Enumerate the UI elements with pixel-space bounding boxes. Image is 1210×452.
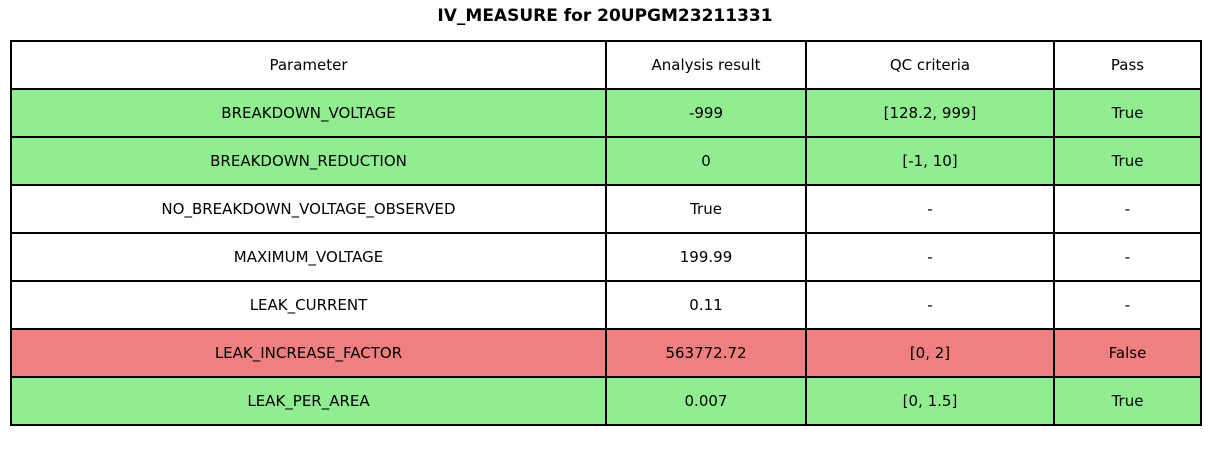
cell-parameter: MAXIMUM_VOLTAGE	[10, 232, 607, 282]
cell-qc-criteria: [-1, 10]	[805, 136, 1055, 186]
cell-qc-criteria: -	[805, 232, 1055, 282]
column-header-pass: Pass	[1053, 40, 1202, 90]
cell-analysis-result: 0.007	[605, 376, 807, 426]
table-row: LEAK_PER_AREA 0.007 [0, 1.5] True	[10, 376, 1202, 426]
cell-parameter: NO_BREAKDOWN_VOLTAGE_OBSERVED	[10, 184, 607, 234]
figure-title: IV_MEASURE for 20UPGM23211331	[437, 6, 773, 26]
table-row: MAXIMUM_VOLTAGE 199.99 - -	[10, 232, 1202, 282]
table-row: LEAK_CURRENT 0.11 - -	[10, 280, 1202, 330]
header-row: Parameter Analysis result QC criteria Pa…	[10, 40, 1202, 90]
cell-pass: True	[1053, 136, 1202, 186]
cell-analysis-result: 199.99	[605, 232, 807, 282]
cell-qc-criteria: [0, 1.5]	[805, 376, 1055, 426]
cell-pass: False	[1053, 328, 1202, 378]
cell-pass: True	[1053, 376, 1202, 426]
cell-parameter: LEAK_CURRENT	[10, 280, 607, 330]
cell-analysis-result: -999	[605, 88, 807, 138]
table-row: BREAKDOWN_REDUCTION 0 [-1, 10] True	[10, 136, 1202, 186]
cell-parameter: LEAK_INCREASE_FACTOR	[10, 328, 607, 378]
table-row: NO_BREAKDOWN_VOLTAGE_OBSERVED True - -	[10, 184, 1202, 234]
cell-qc-criteria: [0, 2]	[805, 328, 1055, 378]
column-header-parameter: Parameter	[10, 40, 607, 90]
cell-pass: -	[1053, 280, 1202, 330]
cell-parameter: BREAKDOWN_VOLTAGE	[10, 88, 607, 138]
cell-analysis-result: 0	[605, 136, 807, 186]
table-row: LEAK_INCREASE_FACTOR 563772.72 [0, 2] Fa…	[10, 328, 1202, 378]
cell-qc-criteria: [128.2, 999]	[805, 88, 1055, 138]
table-row: BREAKDOWN_VOLTAGE -999 [128.2, 999] True	[10, 88, 1202, 138]
cell-analysis-result: True	[605, 184, 807, 234]
qc-results-table: Parameter Analysis result QC criteria Pa…	[10, 40, 1202, 426]
column-header-analysis-result: Analysis result	[605, 40, 807, 90]
cell-pass: -	[1053, 232, 1202, 282]
cell-pass: -	[1053, 184, 1202, 234]
table-header: Parameter Analysis result QC criteria Pa…	[10, 40, 1202, 90]
cell-pass: True	[1053, 88, 1202, 138]
cell-parameter: BREAKDOWN_REDUCTION	[10, 136, 607, 186]
cell-parameter: LEAK_PER_AREA	[10, 376, 607, 426]
table-body: BREAKDOWN_VOLTAGE -999 [128.2, 999] True…	[10, 88, 1202, 426]
cell-qc-criteria: -	[805, 280, 1055, 330]
cell-qc-criteria: -	[805, 184, 1055, 234]
cell-analysis-result: 0.11	[605, 280, 807, 330]
cell-analysis-result: 563772.72	[605, 328, 807, 378]
column-header-qc-criteria: QC criteria	[805, 40, 1055, 90]
